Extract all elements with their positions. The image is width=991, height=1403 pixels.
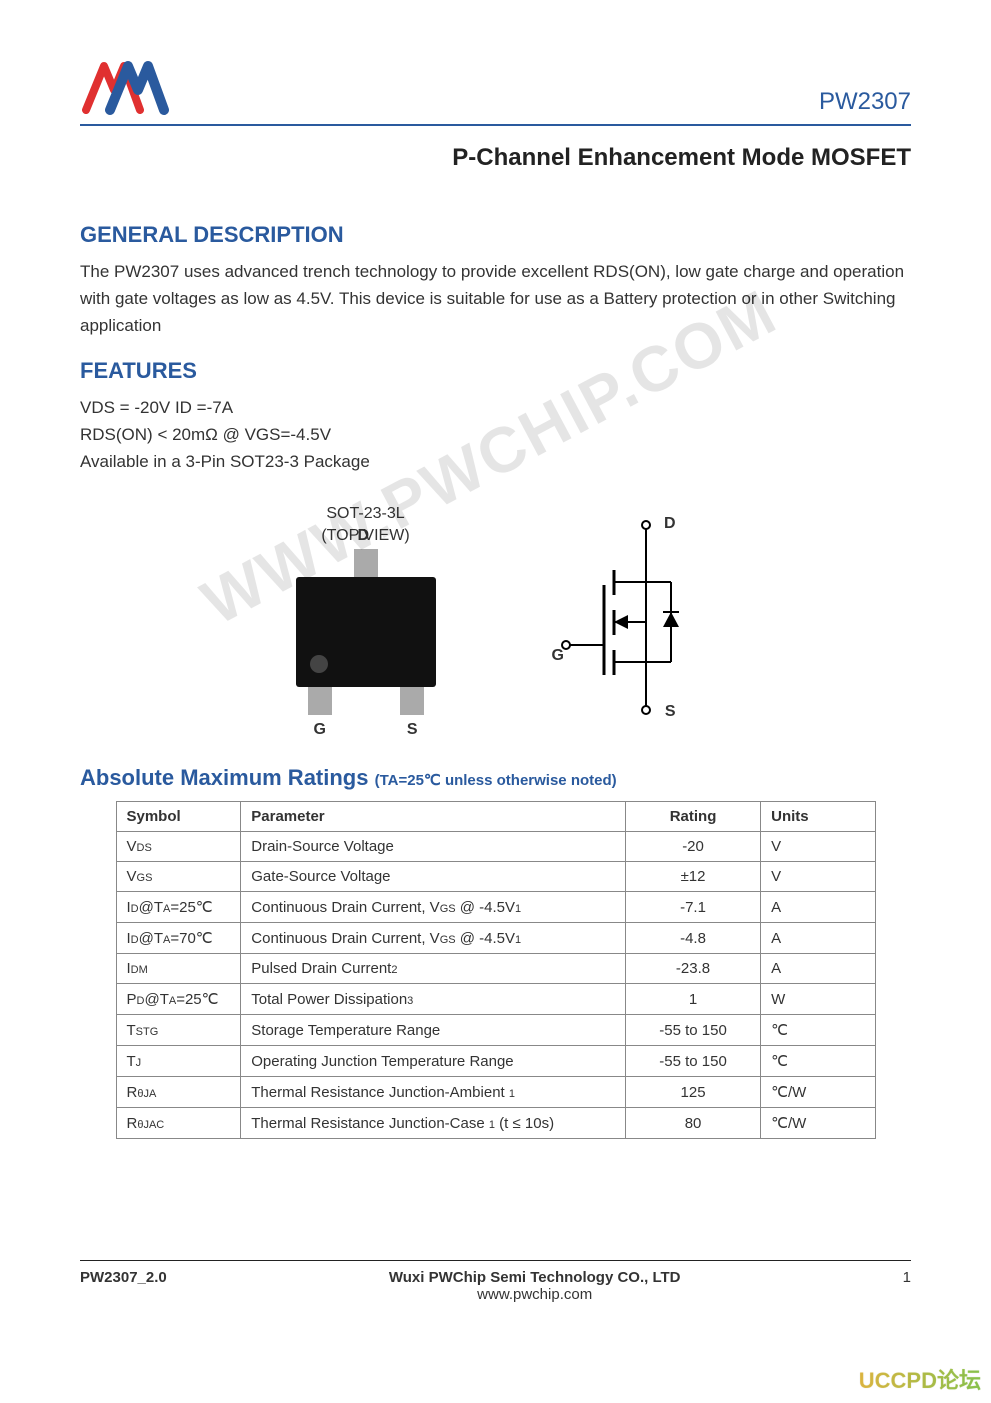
cell-rating: -20 — [625, 832, 760, 862]
cell-parameter: Gate-Source Voltage — [241, 862, 626, 892]
features-heading: FEATURES — [80, 358, 911, 384]
cell-rating: 1 — [625, 984, 760, 1015]
cell-units: ℃ — [761, 1046, 875, 1077]
cell-units: ℃/W — [761, 1077, 875, 1108]
features-list: VDS = -20V ID =-7A RDS(ON) < 20mΩ @ VGS=… — [80, 394, 911, 476]
table-row: TSTGStorage Temperature Range-55 to 150℃ — [116, 1015, 875, 1046]
table-row: IDMPulsed Drain Current2-23.8A — [116, 954, 875, 984]
footer-company-url: www.pwchip.com — [167, 1286, 903, 1303]
pin-label-g: G — [314, 721, 326, 739]
cell-parameter: Pulsed Drain Current2 — [241, 954, 626, 984]
cell-symbol: ID@TA=70℃ — [116, 923, 241, 954]
table-row: PD@TA=25℃Total Power Dissipation31W — [116, 984, 875, 1015]
page-header: PW2307 — [80, 60, 911, 126]
cell-symbol: TJ — [116, 1046, 241, 1077]
page-footer: PW2307_2.0 Wuxi PWChip Semi Technology C… — [80, 1260, 911, 1303]
company-logo — [80, 60, 170, 116]
cell-units: A — [761, 923, 875, 954]
package-body — [296, 577, 436, 687]
footer-page-number: 1 — [903, 1269, 911, 1286]
schematic-label-g: G — [552, 647, 564, 665]
schematic-symbol: D G S — [556, 515, 696, 715]
cell-symbol: TSTG — [116, 1015, 241, 1046]
cell-parameter: Total Power Dissipation3 — [241, 984, 626, 1015]
feature-line: Available in a 3-Pin SOT23-3 Package — [80, 448, 911, 475]
part-number: PW2307 — [819, 88, 911, 116]
ratings-heading-text: Absolute Maximum Ratings — [80, 765, 368, 790]
cell-rating: -55 to 150 — [625, 1046, 760, 1077]
cell-symbol: IDM — [116, 954, 241, 984]
cell-rating: ±12 — [625, 862, 760, 892]
general-description-text: The PW2307 uses advanced trench technolo… — [80, 258, 911, 340]
table-row: VDSDrain-Source Voltage-20V — [116, 832, 875, 862]
table-row: ID@TA=70℃Continuous Drain Current, VGS @… — [116, 923, 875, 954]
feature-line: RDS(ON) < 20mΩ @ VGS=-4.5V — [80, 421, 911, 448]
cell-parameter: Storage Temperature Range — [241, 1015, 626, 1046]
col-header-units: Units — [761, 802, 875, 832]
table-row: VGSGate-Source Voltage±12V — [116, 862, 875, 892]
cell-parameter: Thermal Resistance Junction-Case 1 (t ≤ … — [241, 1108, 626, 1139]
cell-symbol: VGS — [116, 862, 241, 892]
footer-company-name: Wuxi PWChip Semi Technology CO., LTD — [167, 1269, 903, 1286]
table-row: RθJAThermal Resistance Junction-Ambient … — [116, 1077, 875, 1108]
cell-symbol: PD@TA=25℃ — [116, 984, 241, 1015]
cell-units: ℃/W — [761, 1108, 875, 1139]
footer-company: Wuxi PWChip Semi Technology CO., LTD www… — [167, 1269, 903, 1303]
package-marker-dot — [310, 655, 328, 673]
document-title: P-Channel Enhancement Mode MOSFET — [80, 144, 911, 172]
corner-watermark: UCCPD论坛 — [859, 1363, 981, 1395]
schematic-label-d: D — [664, 515, 676, 533]
ratings-heading: Absolute Maximum Ratings (TA=25℃ unless … — [80, 765, 911, 791]
col-header-rating: Rating — [625, 802, 760, 832]
cell-units: ℃ — [761, 1015, 875, 1046]
cell-rating: -7.1 — [625, 892, 760, 923]
table-row: TJOperating Junction Temperature Range-5… — [116, 1046, 875, 1077]
cell-units: V — [761, 862, 875, 892]
feature-line: VDS = -20V ID =-7A — [80, 394, 911, 421]
package-title: SOT-23-3L — [296, 505, 436, 523]
col-header-symbol: Symbol — [116, 802, 241, 832]
diagrams-row: SOT-23-3L (TOP VIEW) D G S — [80, 505, 911, 725]
cell-rating: -55 to 150 — [625, 1015, 760, 1046]
cell-parameter: Operating Junction Temperature Range — [241, 1046, 626, 1077]
table-row: ID@TA=25℃Continuous Drain Current, VGS @… — [116, 892, 875, 923]
cell-symbol: VDS — [116, 832, 241, 862]
table-row: RθJACThermal Resistance Junction-Case 1 … — [116, 1108, 875, 1139]
cell-units: V — [761, 832, 875, 862]
cell-units: W — [761, 984, 875, 1015]
cell-parameter: Drain-Source Voltage — [241, 832, 626, 862]
package-diagram: SOT-23-3L (TOP VIEW) D G S — [296, 505, 436, 725]
package-pin — [354, 549, 378, 577]
cell-rating: -4.8 — [625, 923, 760, 954]
ratings-table: Symbol Parameter Rating Units VDSDrain-S… — [116, 801, 876, 1139]
cell-symbol: RθJAC — [116, 1108, 241, 1139]
cell-rating: 80 — [625, 1108, 760, 1139]
schematic-label-s: S — [665, 703, 676, 721]
cell-units: A — [761, 954, 875, 984]
cell-parameter: Continuous Drain Current, VGS @ -4.5V1 — [241, 892, 626, 923]
cell-parameter: Continuous Drain Current, VGS @ -4.5V1 — [241, 923, 626, 954]
pin-label-d: D — [358, 527, 370, 545]
ratings-heading-note: (TA=25℃ unless otherwise noted) — [375, 772, 617, 789]
pin-label-s: S — [407, 721, 418, 739]
package-pin — [308, 687, 332, 715]
general-description-heading: GENERAL DESCRIPTION — [80, 222, 911, 248]
table-header-row: Symbol Parameter Rating Units — [116, 802, 875, 832]
cell-symbol: ID@TA=25℃ — [116, 892, 241, 923]
cell-symbol: RθJA — [116, 1077, 241, 1108]
cell-rating: 125 — [625, 1077, 760, 1108]
col-header-parameter: Parameter — [241, 802, 626, 832]
cell-units: A — [761, 892, 875, 923]
cell-parameter: Thermal Resistance Junction-Ambient 1 — [241, 1077, 626, 1108]
footer-doc-version: PW2307_2.0 — [80, 1269, 167, 1286]
cell-rating: -23.8 — [625, 954, 760, 984]
package-pin — [400, 687, 424, 715]
